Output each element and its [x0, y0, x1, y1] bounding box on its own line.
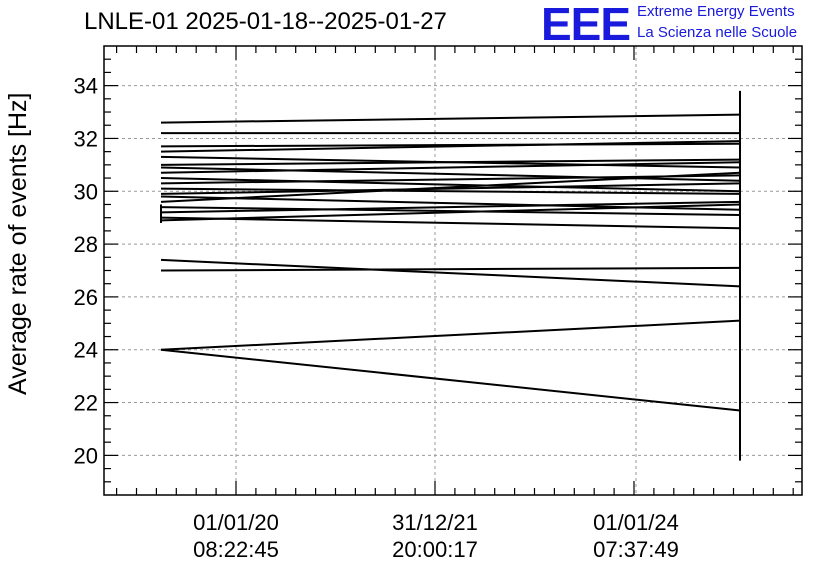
series-line [160, 206, 741, 217]
series-line [160, 177, 741, 193]
logo-caption-line1: Extreme Energy Events [637, 3, 795, 20]
y-tick-label: 28 [74, 232, 98, 257]
x-tick-label: 31/12/21 [392, 510, 478, 535]
series-line [160, 200, 741, 214]
series-line [160, 258, 741, 288]
series-line [160, 216, 741, 230]
series-line [160, 266, 741, 272]
y-tick-label: 26 [74, 285, 98, 310]
series-line [160, 203, 741, 222]
x-tick-label: 20:00:17 [392, 537, 478, 562]
series-line [160, 182, 741, 195]
series-line [160, 348, 741, 412]
y-tick-label: 34 [74, 74, 98, 99]
eee-logo: EEE [541, 0, 631, 50]
x-tick-label: 07:37:49 [593, 537, 679, 562]
x-tick-label: 01/01/24 [593, 510, 679, 535]
series-line [160, 140, 741, 153]
y-tick-label: 32 [74, 126, 98, 151]
series-line [160, 187, 741, 195]
chart-title: LNLE-01 2025-01-18--2025-01-27 [84, 8, 447, 35]
x-tick-label: 01/01/20 [193, 510, 279, 535]
series-line [160, 158, 741, 166]
series-line [160, 113, 741, 124]
logo-caption-line2: La Scienza nelle Scuole [637, 24, 798, 41]
series-line [160, 171, 741, 203]
y-tick-label: 30 [74, 179, 98, 204]
series-line [160, 161, 741, 174]
series-line [160, 319, 741, 351]
y-tick-label: 24 [74, 338, 98, 363]
x-tick-label: 08:22:45 [193, 537, 279, 562]
series-line [160, 142, 741, 148]
y-tick-label: 20 [74, 443, 98, 468]
y-tick-label: 22 [74, 391, 98, 416]
